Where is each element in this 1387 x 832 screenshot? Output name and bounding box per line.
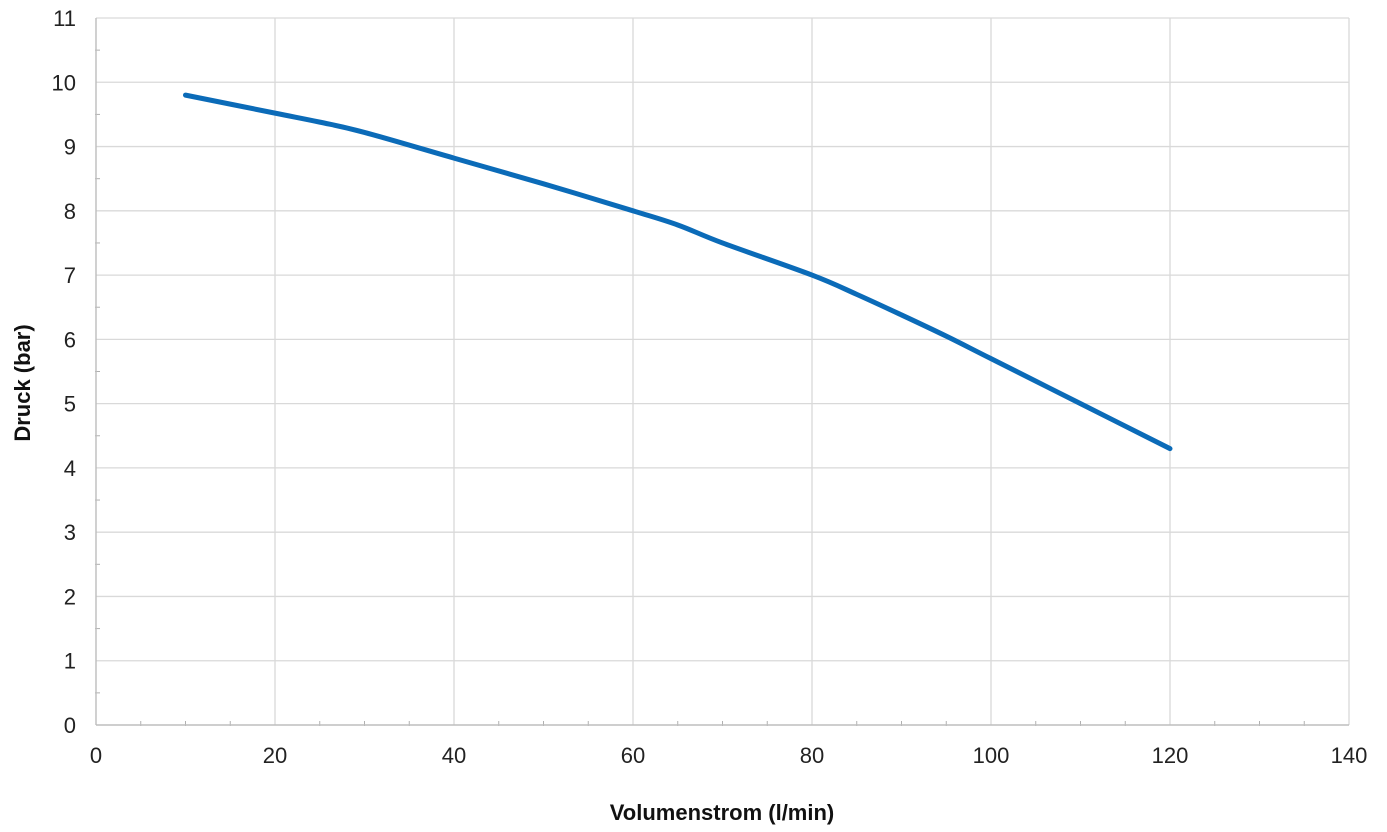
y-tick-label: 2 bbox=[64, 584, 76, 609]
y-tick-label: 3 bbox=[64, 520, 76, 545]
y-tick-label: 4 bbox=[64, 456, 76, 481]
tick-labels: 0 1 2 3 4 5 6 7 8 9 10 11 0 20 40 60 80 100 120 140 bbox=[52, 6, 1368, 768]
x-tick-label: 140 bbox=[1331, 743, 1368, 768]
x-tick-label: 40 bbox=[442, 743, 466, 768]
y-tick-label: 5 bbox=[64, 392, 76, 417]
y-tick-label: 10 bbox=[52, 70, 76, 95]
series-line bbox=[183, 92, 1173, 452]
axes bbox=[95, 18, 1349, 726]
x-tick-label: 100 bbox=[973, 743, 1010, 768]
series-layer bbox=[183, 92, 1173, 452]
x-tick-label: 80 bbox=[800, 743, 824, 768]
y-tick-label: 9 bbox=[64, 135, 76, 160]
y-tick-label: 11 bbox=[53, 6, 76, 31]
y-axis-title: Druck (bar) bbox=[10, 324, 35, 441]
y-tick-label: 7 bbox=[64, 263, 76, 288]
x-tick-label: 60 bbox=[621, 743, 645, 768]
x-axis-title: Volumenstrom (l/min) bbox=[610, 800, 835, 825]
x-tick-label: 20 bbox=[263, 743, 287, 768]
x-tick-label: 120 bbox=[1152, 743, 1189, 768]
y-tick-label: 8 bbox=[64, 199, 76, 224]
y-tick-label: 1 bbox=[64, 649, 76, 674]
x-tick-label: 0 bbox=[90, 743, 102, 768]
y-tick-label: 0 bbox=[64, 713, 76, 738]
grid-lines bbox=[96, 17, 1350, 725]
y-tick-label: 6 bbox=[64, 327, 76, 352]
